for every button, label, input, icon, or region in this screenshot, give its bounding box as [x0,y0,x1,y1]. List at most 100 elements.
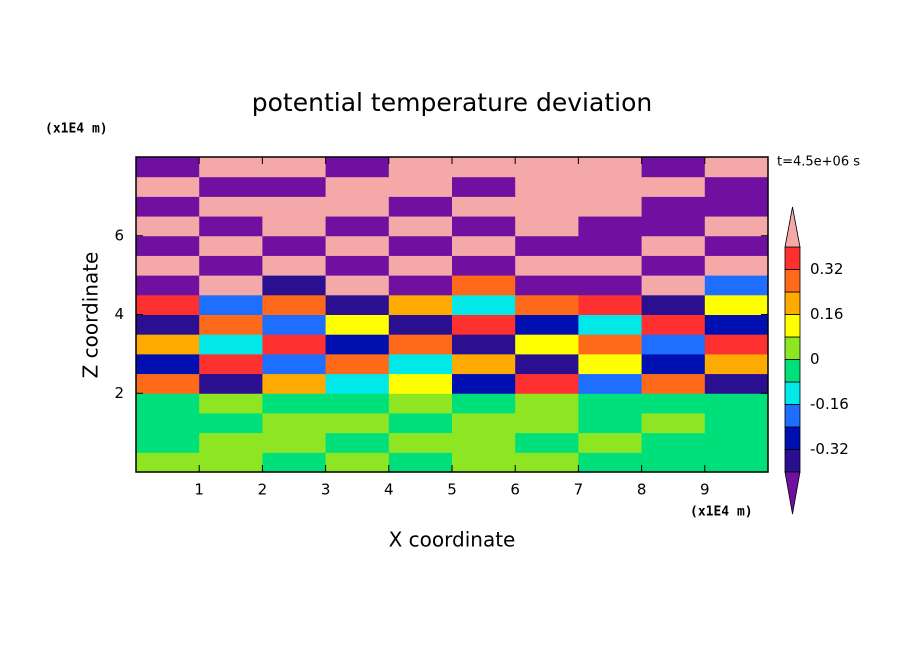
contour-cell [262,294,327,315]
contour-cell [452,176,516,197]
contour-cell [136,157,200,178]
contour-cell [199,196,263,217]
contour-cell [325,393,390,414]
x-axis-label: X coordinate [389,528,516,552]
contour-cell [262,157,327,178]
contour-cell [262,393,327,414]
contour-cell [515,393,579,414]
contour-cell [388,314,453,335]
contour-cell [641,255,706,276]
x-tick-label: 9 [700,481,710,499]
colorbar-tick-label: -0.16 [810,395,849,413]
contour-cell [704,294,769,315]
contour-cell [136,412,200,434]
contour-cell [452,393,516,414]
colorbar-band [784,269,801,293]
contour-cell [262,314,327,335]
contour-cell [262,334,327,355]
x-tick-label: 3 [321,481,331,499]
contour-cell [452,314,516,335]
contour-cell [452,157,516,178]
colorbar-band [784,404,801,428]
contour-cell [578,294,643,315]
contour-cell [388,334,453,355]
colorbar-extend-high [784,206,801,248]
colorbar-tick-label: 0.32 [810,260,843,278]
x-tick-label: 7 [574,481,584,499]
contour-cell [452,353,516,375]
contour-cell [199,275,263,296]
contour-cell [388,176,453,197]
y-tick-label: 2 [114,384,124,402]
contour-cell [325,432,390,453]
contour-cell [515,235,579,256]
contour-cell [199,452,263,473]
contour-cell [578,412,643,434]
contour-cell [704,373,769,394]
contour-cell [452,216,516,237]
contour-cell [452,255,516,276]
contour-cell [262,216,327,237]
colorbar-tick-label: 0 [810,350,820,368]
contour-cell [515,176,579,197]
contour-cell [388,412,453,434]
contour-cell [325,157,390,178]
contour-cell [515,334,579,355]
contour-cell [388,235,453,256]
contour-cell [388,432,453,453]
contour-cell [704,412,769,434]
contour-cell [388,255,453,276]
contour-cell [641,176,706,197]
contour-cell [262,412,327,434]
contour-cell [136,176,200,197]
contour-cell [578,157,643,178]
contour-cell [199,216,263,237]
contour-cell [704,393,769,414]
contour-cell [388,294,453,315]
contour-cell [325,255,390,276]
contour-cell [641,235,706,256]
contour-cell [325,314,390,335]
contour-cell [704,432,769,453]
colorbar-band [784,246,801,270]
y-tick-label: 6 [114,226,124,244]
contour-cell [641,452,706,473]
contour-cell [452,452,516,473]
contour-cell [704,196,769,217]
contour-cell [325,294,390,315]
contour-cell [578,216,643,237]
contour-cell [704,275,769,296]
contour-cell [578,393,643,414]
contour-cell [136,255,200,276]
contour-cell [136,373,200,394]
contour-cell [388,452,453,473]
contour-cell [199,393,263,414]
contour-cell [388,157,453,178]
contour-cell [704,452,769,473]
contour-cell [515,255,579,276]
contour-cell [641,353,706,375]
contour-cell [704,176,769,197]
contour-cell [515,294,579,315]
contour-cell [515,275,579,296]
contour-cell [136,393,200,414]
contour-cell [704,235,769,256]
contour-cell [199,294,263,315]
contour-cell [325,275,390,296]
contour-cell [136,275,200,296]
chart-title: potential temperature deviation [252,88,652,117]
x-tick-label: 8 [637,481,647,499]
colorbar-band [784,381,801,405]
contour-cell [262,255,327,276]
contour-cell [262,196,327,217]
field [136,157,769,473]
contour-cell [578,314,643,335]
contour-cell [452,235,516,256]
contour-cell [641,432,706,453]
contour-cell [515,196,579,217]
colorbar-band [784,449,801,473]
contour-cell [325,373,390,394]
contour-cell [199,235,263,256]
contour-cell [262,452,327,473]
contour-cell [262,353,327,375]
